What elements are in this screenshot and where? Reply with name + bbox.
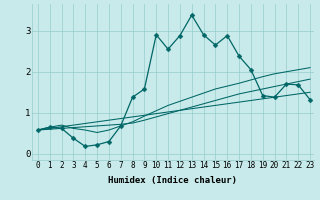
X-axis label: Humidex (Indice chaleur): Humidex (Indice chaleur) xyxy=(108,176,237,185)
